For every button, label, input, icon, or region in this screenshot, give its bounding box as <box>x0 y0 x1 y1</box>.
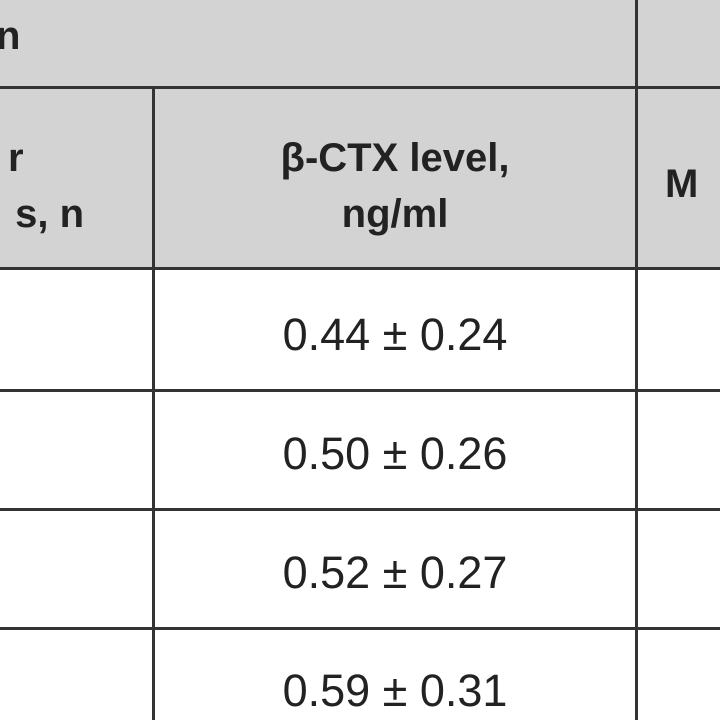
table-cell: 0.50 ± 0.26 <box>282 428 508 479</box>
rule <box>152 86 155 720</box>
rule <box>0 86 720 89</box>
column-header: ng/ml <box>341 192 449 236</box>
column-header: r <box>8 136 24 180</box>
table-cell: 0.52 ± 0.27 <box>282 547 508 598</box>
rule <box>0 389 720 392</box>
rule <box>0 267 720 270</box>
header-background <box>0 0 720 268</box>
table-cell: 0.59 ± 0.31 <box>282 665 508 716</box>
table-cell: 0.44 ± 0.24 <box>282 309 508 360</box>
column-header: β-CTX level, <box>280 136 510 180</box>
rule <box>635 0 638 720</box>
rule <box>0 508 720 511</box>
column-header: s, n <box>15 192 84 236</box>
header-fragment: n <box>0 14 21 58</box>
column-header: M <box>665 162 699 206</box>
rule <box>0 627 720 630</box>
